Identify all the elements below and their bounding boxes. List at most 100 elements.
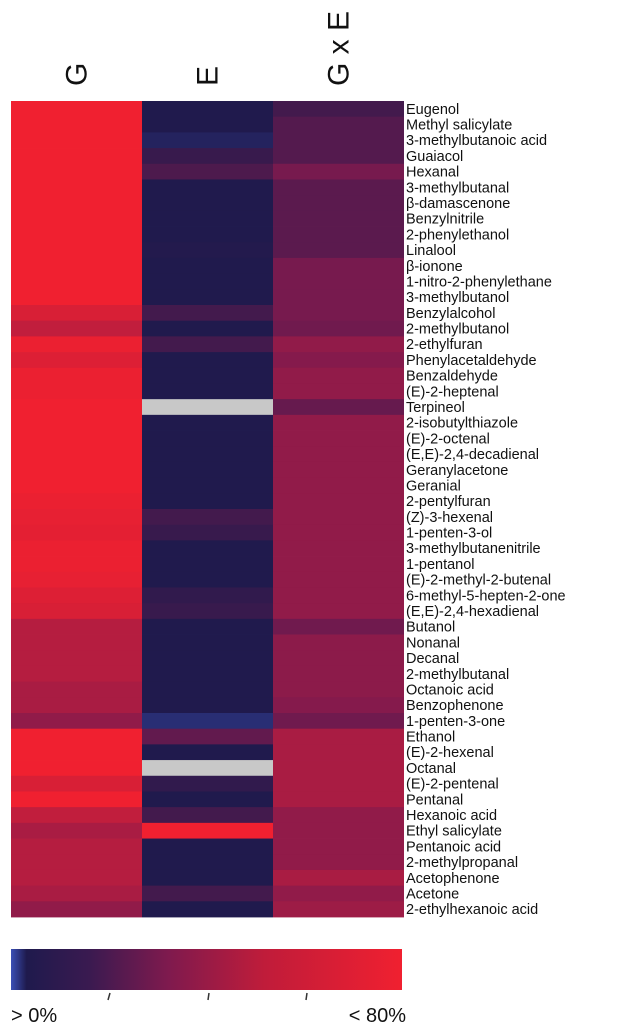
- heatmap-cell: [11, 163, 142, 180]
- legend-gradient-bar: [11, 949, 402, 990]
- heatmap-cell: [142, 383, 273, 400]
- heatmap-cell: [11, 509, 142, 526]
- row-label: Methyl salicylate: [406, 118, 512, 134]
- heatmap-cell: [273, 681, 404, 698]
- row-label: Butanol: [406, 620, 455, 636]
- heatmap-cell: [11, 477, 142, 494]
- heatmap-cell: [11, 179, 142, 196]
- heatmap-cell: [11, 383, 142, 400]
- row-label: 3-methylbutanol: [406, 290, 509, 306]
- heatmap-cell: [142, 242, 273, 259]
- heatmap-cell: [142, 603, 273, 620]
- heatmap-cells: [11, 101, 404, 918]
- legend-tick: [305, 992, 308, 1001]
- heatmap-cell: [11, 367, 142, 384]
- row-label: 2-ethylfuran: [406, 337, 483, 353]
- heatmap-cell: [142, 399, 273, 416]
- heatmap-cell: [273, 603, 404, 620]
- heatmap-cell: [11, 399, 142, 416]
- row-label: (E,E)-2,4-hexadienal: [406, 604, 539, 620]
- heatmap-cell: [142, 540, 273, 557]
- row-label: Geranylacetone: [406, 463, 508, 479]
- heatmap-cell: [11, 320, 142, 337]
- heatmap-cell: [11, 603, 142, 620]
- heatmap-cell: [142, 273, 273, 290]
- heatmap-cell: [11, 289, 142, 306]
- heatmap-cell: [142, 148, 273, 165]
- heatmap-cell: [273, 869, 404, 887]
- heatmap-cell: [11, 132, 142, 149]
- heatmap-cell: [142, 430, 273, 447]
- heatmap-cell: [11, 697, 142, 714]
- row-label: Terpineol: [406, 400, 465, 416]
- heatmap-cell: [11, 571, 142, 588]
- heatmap-cell: [11, 493, 142, 510]
- heatmap-cell: [273, 697, 404, 714]
- heatmap-cell: [142, 618, 273, 635]
- heatmap-cell: [11, 414, 142, 431]
- heatmap-cell: [11, 352, 142, 369]
- heatmap-cell: [273, 665, 404, 683]
- heatmap-cell: [11, 901, 142, 918]
- heatmap-cell: [142, 226, 273, 243]
- heatmap-cell: [142, 179, 273, 196]
- heatmap-cell: [11, 634, 142, 651]
- heatmap-cell: [273, 571, 404, 588]
- heatmap-cell: [273, 807, 404, 824]
- heatmap-cell: [11, 148, 142, 165]
- row-label: Phenylacetaldehyde: [406, 353, 537, 369]
- heatmap-cell: [273, 163, 404, 180]
- heatmap-cell: [273, 540, 404, 557]
- heatmap-cell: [273, 148, 404, 165]
- row-label: 3-methylbutanoic acid: [406, 133, 547, 149]
- heatmap-cell: [142, 775, 273, 792]
- heatmap-cell: [273, 885, 404, 902]
- heatmap-cell: [142, 524, 273, 541]
- heatmap-cell: [273, 336, 404, 353]
- row-label: (Z)-3-hexenal: [406, 510, 493, 526]
- row-label: (E)-2-hexenal: [406, 745, 494, 761]
- heatmap-cell: [142, 320, 273, 337]
- row-label: Decanal: [406, 651, 459, 667]
- heatmap-cell: [142, 163, 273, 180]
- heatmap-cell: [11, 791, 142, 808]
- heatmap-cell: [273, 901, 404, 918]
- row-label: Pentanal: [406, 792, 463, 808]
- heatmap-cell: [11, 540, 142, 557]
- heatmap-cell: [11, 461, 142, 479]
- row-label: Hexanal: [406, 165, 459, 181]
- heatmap-cell: [273, 305, 404, 322]
- heatmap-cell: [273, 132, 404, 149]
- heatmap-cell: [273, 273, 404, 290]
- heatmap-cell: [273, 367, 404, 384]
- heatmap-cell: [142, 446, 273, 463]
- heatmap-cell: [142, 195, 273, 212]
- heatmap-cell: [273, 477, 404, 494]
- row-label: Guaiacol: [406, 149, 463, 165]
- heatmap-cell: [142, 116, 273, 133]
- heatmap-cell: [142, 477, 273, 494]
- heatmap-cell: [273, 650, 404, 667]
- heatmap-cell: [11, 242, 142, 259]
- row-label: Ethyl salicylate: [406, 824, 502, 840]
- heatmap-cell: [11, 775, 142, 792]
- heatmap-cell: [273, 399, 404, 416]
- heatmap-cell: [142, 289, 273, 306]
- heatmap-cell: [11, 273, 142, 290]
- heatmap-cell: [142, 885, 273, 902]
- heatmap-cell: [11, 587, 142, 604]
- heatmap-cell: [273, 760, 404, 777]
- heatmap-cell: [11, 728, 142, 745]
- row-label: 2-ethylhexanoic acid: [406, 902, 538, 918]
- heatmap-cell: [11, 524, 142, 541]
- heatmap-cell: [273, 524, 404, 541]
- row-label: Benzaldehyde: [406, 369, 498, 385]
- row-label: Octanal: [406, 761, 456, 777]
- heatmap-cell: [142, 367, 273, 384]
- row-label: 2-methylbutanol: [406, 322, 509, 338]
- heatmap-cell: [273, 791, 404, 808]
- heatmap-cell: [273, 289, 404, 306]
- row-label: Benzylnitrile: [406, 212, 484, 228]
